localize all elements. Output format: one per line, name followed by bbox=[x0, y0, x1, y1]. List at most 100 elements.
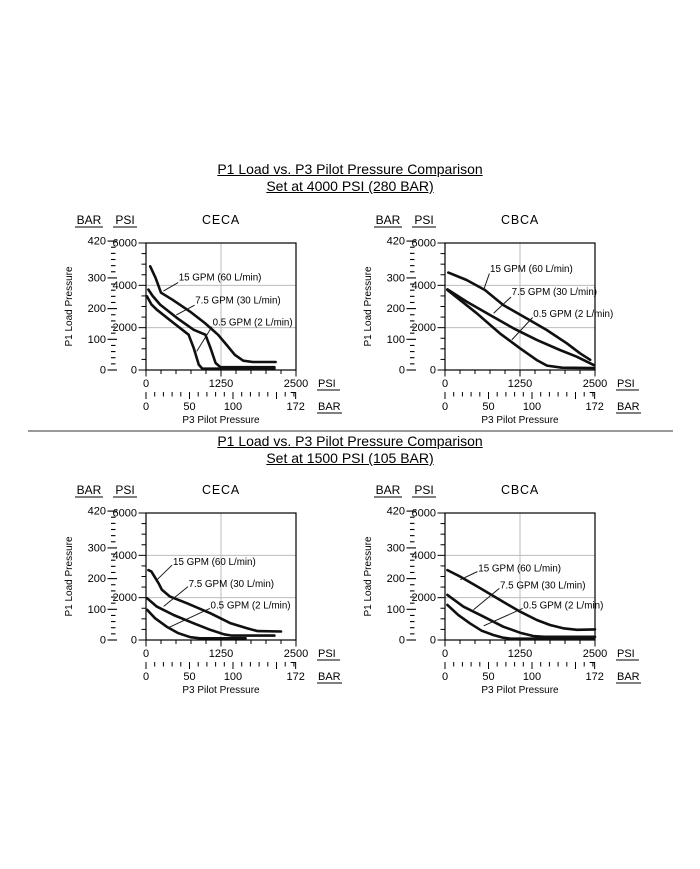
y-bar-header: BAR bbox=[77, 483, 102, 497]
x-axis-title: P3 Pilot Pressure bbox=[481, 415, 559, 426]
y-psi-header: PSI bbox=[414, 213, 433, 227]
y-psi-tick-label: 2000 bbox=[412, 592, 436, 604]
x-psi-unit-label: PSI bbox=[617, 648, 635, 660]
curve-label-leader bbox=[473, 587, 500, 611]
curve-label-leader bbox=[483, 273, 490, 290]
y-axis-title: P1 Load Pressure bbox=[64, 536, 75, 616]
y-bar-tick-label: 200 bbox=[387, 573, 405, 585]
x-psi-tick-label: 1250 bbox=[209, 648, 233, 660]
y-psi-tick-label: 6000 bbox=[412, 508, 436, 520]
x-psi-tick-label: 2500 bbox=[583, 378, 607, 390]
chart-ceca-1500: 0 2000 4000 6000 0 100 200 300 420 0 1250 2500 PSI 0 5… bbox=[64, 483, 342, 696]
x-bar-unit-label: BAR bbox=[617, 401, 640, 413]
curve-label-leader bbox=[163, 586, 189, 607]
x-bar-tick-label: 0 bbox=[143, 401, 149, 413]
y-bar-tick-label: 420 bbox=[88, 236, 106, 248]
y-bar-tick-label: 420 bbox=[387, 236, 405, 248]
x-psi-tick-label: 2500 bbox=[284, 378, 308, 390]
curve-label: 15 GPM (60 L/min) bbox=[478, 564, 561, 575]
y-axis-title: P1 Load Pressure bbox=[64, 266, 75, 346]
y-psi-header: PSI bbox=[115, 483, 134, 497]
x-bar-tick-label: 172 bbox=[585, 401, 603, 413]
curve-label-leader bbox=[167, 608, 211, 629]
curve-label-leader bbox=[511, 317, 533, 341]
x-bar-tick-label: 172 bbox=[286, 671, 304, 683]
curve-15-gpm bbox=[447, 271, 592, 362]
x-psi-unit-label: PSI bbox=[318, 378, 336, 390]
x-bar-tick-label: 100 bbox=[224, 401, 242, 413]
y-psi-tick-label: 0 bbox=[430, 365, 436, 377]
chart-title: CBCA bbox=[501, 483, 539, 497]
x-bar-tick-label: 0 bbox=[442, 671, 448, 683]
y-psi-tick-label: 6000 bbox=[113, 508, 137, 520]
y-psi-tick-label: 0 bbox=[131, 365, 137, 377]
y-psi-tick-label: 2000 bbox=[113, 592, 137, 604]
curve-label: 15 GPM (60 L/min) bbox=[173, 557, 256, 568]
x-bar-tick-label: 100 bbox=[523, 671, 541, 683]
x-psi-unit-label: PSI bbox=[318, 648, 336, 660]
chart-cbca-1500: 0 2000 4000 6000 0 100 200 300 420 0 1250 2500 PSI 0 5… bbox=[363, 483, 641, 696]
curve-0-5-gpm bbox=[446, 603, 596, 640]
x-bar-unit-label: BAR bbox=[318, 671, 341, 683]
y-psi-tick-label: 6000 bbox=[412, 238, 436, 250]
x-psi-tick-label: 1250 bbox=[508, 648, 532, 660]
curve-label: 0.5 GPM (2 L/min) bbox=[533, 309, 613, 320]
curve-label: 7.5 GPM (30 L/min) bbox=[500, 580, 585, 591]
curve-label-leader bbox=[156, 564, 173, 581]
x-bar-tick-label: 172 bbox=[286, 401, 304, 413]
curve-7-5-gpm bbox=[145, 597, 276, 637]
y-bar-tick-label: 420 bbox=[387, 506, 405, 518]
chart-cbca-4000: 0 2000 4000 6000 0 100 200 300 420 0 1250 2500 PSI 0 5… bbox=[363, 213, 641, 426]
section-divider bbox=[28, 430, 673, 432]
curve-label-leader bbox=[196, 326, 213, 352]
curve-label: 7.5 GPM (30 L/min) bbox=[512, 287, 597, 298]
y-bar-tick-label: 300 bbox=[387, 542, 405, 554]
y-psi-tick-label: 4000 bbox=[113, 550, 137, 562]
y-psi-tick-label: 4000 bbox=[412, 280, 436, 292]
x-bar-unit-label: BAR bbox=[318, 401, 341, 413]
curve-label-leader bbox=[460, 571, 478, 581]
y-bar-tick-label: 0 bbox=[100, 635, 106, 647]
y-psi-tick-label: 0 bbox=[131, 635, 137, 647]
x-psi-tick-label: 1250 bbox=[508, 378, 532, 390]
curve-0-5-gpm bbox=[446, 288, 596, 370]
y-bar-tick-label: 100 bbox=[88, 604, 106, 616]
y-psi-tick-label: 2000 bbox=[412, 322, 436, 334]
y-bar-tick-label: 0 bbox=[100, 365, 106, 377]
x-bar-tick-label: 0 bbox=[442, 401, 448, 413]
y-bar-tick-label: 100 bbox=[387, 334, 405, 346]
curve-0-5-gpm bbox=[145, 608, 247, 640]
x-psi-tick-label: 0 bbox=[143, 648, 149, 660]
curve-label: 7.5 GPM (30 L/min) bbox=[195, 295, 280, 306]
section-title-line1: P1 Load vs. P3 Pilot Pressure Comparison bbox=[217, 433, 483, 449]
y-bar-tick-label: 300 bbox=[88, 542, 106, 554]
curve-7-5-gpm bbox=[147, 288, 276, 369]
y-bar-tick-label: 0 bbox=[399, 635, 405, 647]
y-bar-tick-label: 420 bbox=[88, 506, 106, 518]
y-psi-tick-label: 4000 bbox=[412, 550, 436, 562]
x-bar-tick-label: 0 bbox=[143, 671, 149, 683]
y-axis-title: P1 Load Pressure bbox=[363, 266, 374, 346]
x-psi-tick-label: 2500 bbox=[583, 648, 607, 660]
y-bar-tick-label: 0 bbox=[399, 365, 405, 377]
curve-label: 0.5 GPM (2 L/min) bbox=[213, 317, 293, 328]
curve-0-5-gpm bbox=[145, 295, 276, 370]
y-psi-tick-label: 4000 bbox=[113, 280, 137, 292]
curve-label-leader bbox=[493, 296, 512, 314]
y-bar-header: BAR bbox=[77, 213, 102, 227]
y-bar-tick-label: 300 bbox=[387, 272, 405, 284]
y-bar-tick-label: 200 bbox=[88, 303, 106, 315]
y-bar-header: BAR bbox=[376, 483, 401, 497]
x-psi-unit-label: PSI bbox=[617, 378, 635, 390]
x-psi-tick-label: 2500 bbox=[284, 648, 308, 660]
x-axis-title: P3 Pilot Pressure bbox=[182, 415, 260, 426]
x-psi-tick-label: 0 bbox=[143, 378, 149, 390]
x-bar-tick-label: 172 bbox=[585, 671, 603, 683]
chart-title: CBCA bbox=[501, 213, 539, 227]
curve-15-gpm bbox=[148, 264, 277, 364]
curve-15-gpm bbox=[446, 568, 597, 632]
y-psi-tick-label: 0 bbox=[430, 635, 436, 647]
section-title-1500: P1 Load vs. P3 Pilot Pressure Comparison… bbox=[0, 433, 700, 467]
y-bar-header: BAR bbox=[376, 213, 401, 227]
